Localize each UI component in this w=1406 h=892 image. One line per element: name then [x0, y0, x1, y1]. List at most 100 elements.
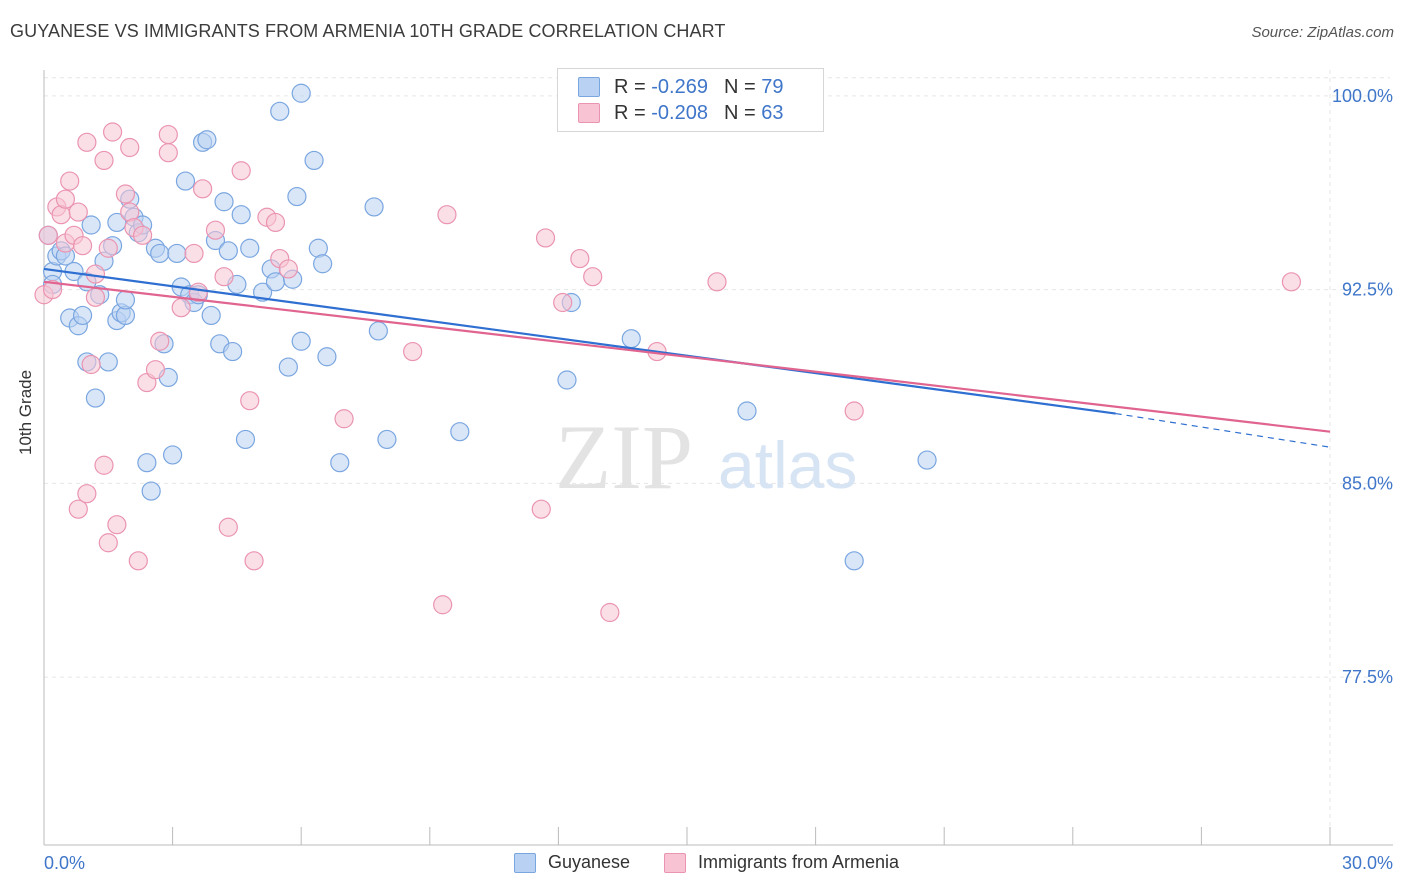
series-legend: Guyanese Immigrants from Armenia	[0, 852, 1406, 878]
legend-n-label: N =	[723, 101, 756, 124]
series-legend-guyanese[interactable]: Guyanese	[514, 852, 630, 873]
legend-r-value: -0.208	[651, 101, 708, 124]
armenia-point	[68, 202, 88, 222]
armenia-point	[188, 282, 208, 302]
armenia-point	[55, 189, 76, 209]
watermark: ZIP atlas	[555, 406, 857, 508]
guyanese-point	[253, 282, 273, 302]
armenia-point	[68, 499, 88, 519]
armenia-point	[81, 354, 101, 375]
guyanese-point	[107, 212, 127, 233]
armenia-point	[150, 331, 170, 351]
x-tick-label: 0.0%	[44, 853, 85, 873]
armenia-point	[132, 225, 153, 245]
guyanese-point	[141, 481, 161, 501]
legend-n-value: 63	[761, 101, 784, 124]
legend-r-value: -0.269	[651, 75, 708, 98]
trendlines	[43, 267, 1331, 448]
guyanese-point	[167, 243, 187, 264]
guyanese-point	[240, 238, 260, 258]
armenia-trendline	[43, 280, 1331, 433]
guyanese-point	[368, 321, 388, 341]
armenia-point	[72, 236, 93, 256]
guyanese-point	[621, 329, 641, 349]
y-tick-label: 85.0%	[1342, 473, 1393, 493]
armenia-point	[98, 238, 118, 258]
guyanese-point	[450, 422, 470, 442]
guyanese-point	[201, 305, 221, 326]
armenia-point	[244, 551, 264, 571]
armenia-point	[158, 143, 178, 163]
armenia-point	[570, 248, 590, 269]
series-legend-label: Guyanese	[548, 852, 631, 872]
armenia-point	[128, 551, 148, 571]
legend-swatch-blue	[578, 77, 600, 97]
guyanese-point	[175, 171, 196, 191]
guyanese-point	[214, 192, 234, 212]
armenia-point	[38, 225, 58, 245]
armenia-point	[77, 484, 97, 504]
armenia-point	[265, 212, 286, 233]
armenia-point	[193, 179, 213, 199]
guyanese-point	[737, 401, 757, 421]
guyanese-trendline	[43, 267, 1116, 415]
legend-row-armenia: R = -0.208 N = 63	[578, 100, 783, 126]
legend-r-label: R =	[614, 75, 646, 98]
legend-r-label: R =	[614, 101, 646, 124]
legend-row-guyanese: R = -0.269 N = 79	[578, 74, 783, 100]
series-legend-label: Immigrants from Armenia	[698, 852, 900, 872]
guyanese-point	[137, 453, 157, 473]
watermark-atlas: atlas	[718, 428, 857, 502]
guyanese-point	[917, 450, 937, 470]
x-tick-label: 30.0%	[1342, 853, 1393, 873]
series-legend-armenia[interactable]: Immigrants from Armenia	[664, 852, 899, 873]
y-tick-label: 92.5%	[1342, 280, 1393, 300]
stats-legend: R = -0.269 N = 79 R = -0.208 N = 63	[557, 68, 824, 132]
armenia-point	[60, 171, 80, 191]
armenia-point	[85, 287, 106, 307]
axes	[43, 70, 1393, 846]
chart-title: GUYANESE VS IMMIGRANTS FROM ARMENIA 10TH…	[10, 21, 726, 41]
armenia-point	[115, 184, 136, 204]
guyanese-point	[235, 429, 256, 450]
guyanese-trendline-extension	[1115, 412, 1331, 448]
armenia-point	[145, 360, 166, 380]
guyanese-point	[317, 347, 337, 367]
armenia-point	[171, 298, 191, 318]
armenia-point	[214, 267, 234, 287]
guyanese-point	[223, 341, 243, 362]
legend-n-value: 79	[761, 75, 784, 98]
guyanese-point	[115, 290, 136, 310]
guyanese-point	[364, 197, 384, 217]
guyanese-point	[291, 331, 311, 351]
armenia-point	[403, 341, 423, 362]
armenia-point	[433, 595, 453, 615]
points	[34, 83, 1302, 623]
guyanese-point	[163, 445, 183, 465]
guyanese-point	[197, 130, 217, 150]
guyanese-point	[150, 243, 170, 264]
guyanese-point	[557, 370, 577, 390]
armenia-point	[107, 515, 127, 535]
guyanese-point	[844, 551, 864, 571]
armenia-point	[231, 161, 251, 181]
armenia-point	[218, 517, 238, 537]
armenia-point	[707, 272, 727, 292]
guyanese-point	[330, 453, 350, 473]
gridlines	[44, 70, 1390, 845]
legend-n-label: N =	[723, 75, 756, 98]
armenia-point	[437, 205, 457, 225]
guyanese-point	[218, 241, 238, 261]
armenia-point	[334, 409, 354, 429]
guyanese-point	[270, 101, 290, 121]
armenia-point	[98, 533, 118, 553]
armenia-point	[42, 279, 63, 300]
series-swatch-blue	[514, 852, 536, 873]
series-swatch-pink	[664, 852, 686, 873]
guyanese-point	[291, 83, 311, 103]
armenia-point	[120, 137, 140, 158]
armenia-point	[184, 243, 204, 264]
armenia-point	[158, 124, 178, 145]
guyanese-point	[278, 357, 298, 377]
